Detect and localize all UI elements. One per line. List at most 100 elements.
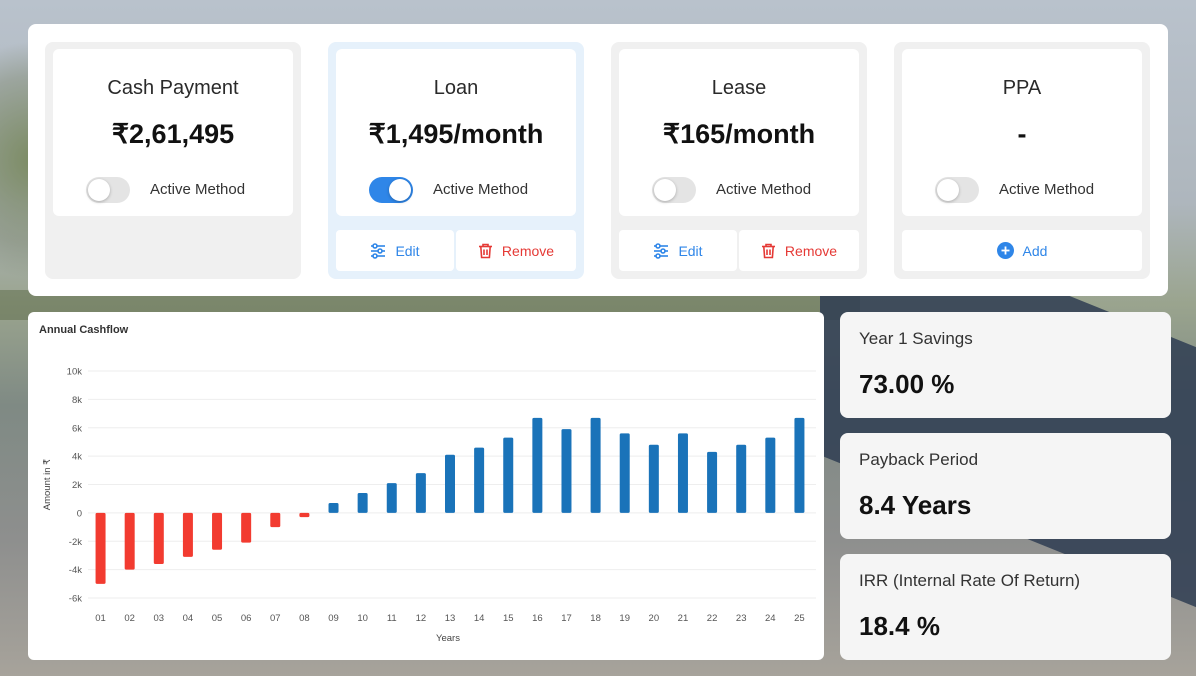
x-tick-label: 03 xyxy=(154,613,165,624)
stat-irr: IRR (Internal Rate Of Return) 18.4 % xyxy=(840,554,1171,660)
trash-icon xyxy=(761,243,776,259)
x-tick-label: 07 xyxy=(270,613,281,624)
chart-bar xyxy=(357,493,368,513)
y-tick-label: 8k xyxy=(72,395,82,406)
chart-bar xyxy=(212,512,223,550)
stat-label: Payback Period xyxy=(859,450,979,469)
method-actions: Edit Remove xyxy=(619,230,859,271)
stat-label: Year 1 Savings xyxy=(859,329,973,348)
method-card: Loan ₹1,495/month Active Method xyxy=(336,49,576,216)
edit-label: Edit xyxy=(678,242,703,259)
x-tick-label: 10 xyxy=(357,613,368,624)
chart-bar xyxy=(328,502,339,513)
x-tick-label: 19 xyxy=(619,613,630,624)
remove-button[interactable]: Remove xyxy=(739,230,859,271)
chart-bar xyxy=(532,417,543,513)
x-tick-label: 09 xyxy=(328,613,339,624)
chart-canvas: 10k 8k 6k 4k 2k 0 -2k -4k -6k 01 02 03 04 05 06 07 08 09 1… xyxy=(42,367,816,644)
x-tick-label: 06 xyxy=(241,613,252,624)
x-tick-label: 05 xyxy=(212,613,223,624)
toggle-knob xyxy=(389,179,411,201)
active-method-toggle[interactable] xyxy=(369,177,413,203)
chart-bar xyxy=(736,444,747,513)
sliders-icon xyxy=(653,242,669,259)
method-cash-payment: Cash Payment ₹2,61,495 Active Method xyxy=(45,42,301,279)
sliders-icon xyxy=(370,242,386,259)
method-actions: Edit Remove xyxy=(336,230,576,271)
x-axis-label: Years xyxy=(436,633,460,644)
active-method-toggle[interactable] xyxy=(86,177,130,203)
x-tick-label: 02 xyxy=(124,613,135,624)
edit-label: Edit xyxy=(395,242,420,259)
chart-bar xyxy=(794,417,805,513)
chart-bar xyxy=(765,437,776,513)
chart-bar xyxy=(619,433,630,513)
toggle-knob xyxy=(937,179,959,201)
active-method-toggle[interactable] xyxy=(935,177,979,203)
x-tick-label: 21 xyxy=(678,613,689,624)
x-tick-label: 12 xyxy=(416,613,427,624)
y-tick-label: 10k xyxy=(67,367,83,378)
chart-bar xyxy=(707,451,718,513)
x-tick-label: 11 xyxy=(387,613,397,624)
remove-label: Remove xyxy=(501,242,555,259)
active-method-toggle[interactable] xyxy=(652,177,696,203)
edit-button[interactable]: Edit xyxy=(336,230,454,271)
x-tick-label: 15 xyxy=(503,613,514,624)
method-price: ₹165/month xyxy=(662,119,816,149)
toggle-knob xyxy=(654,179,676,201)
method-title: Lease xyxy=(711,77,767,99)
add-label: Add xyxy=(1022,242,1048,259)
chart-bar xyxy=(503,437,514,513)
chart-bar xyxy=(95,512,106,584)
method-price: - xyxy=(1017,119,1027,149)
x-tick-label: 17 xyxy=(561,613,572,624)
chart-bar xyxy=(241,512,252,543)
method-price: ₹2,61,495 xyxy=(111,119,235,149)
x-tick-label: 14 xyxy=(474,613,485,624)
chart-bar xyxy=(677,433,688,513)
stat-value: 73.00 % xyxy=(859,369,955,399)
chart-bar xyxy=(445,454,455,513)
active-method-row: Active Method xyxy=(336,177,576,203)
chart-bar xyxy=(270,512,281,528)
payment-methods-panel: Cash Payment ₹2,61,495 Active Method Loa… xyxy=(28,24,1168,296)
x-tick-label: 20 xyxy=(649,613,660,624)
stat-year1-savings: Year 1 Savings 73.00 % xyxy=(840,312,1171,418)
toggle-knob xyxy=(88,179,110,201)
trash-icon xyxy=(478,243,493,259)
chart-bar xyxy=(299,512,310,518)
add-button[interactable]: Add xyxy=(902,230,1142,271)
x-tick-label: 25 xyxy=(794,613,805,624)
y-tick-label: 0 xyxy=(77,508,82,519)
stat-value: 8.4 Years xyxy=(859,490,972,520)
annual-cashflow-chart: Annual Cashflow 10k 8k 6k 4k 2k 0 -2k -4k -6k 01 0… xyxy=(28,312,824,660)
active-method-row: Active Method xyxy=(902,177,1142,203)
stat-label: IRR (Internal Rate Of Return) xyxy=(859,571,1081,590)
method-card: Lease ₹165/month Active Method xyxy=(619,49,859,216)
stat-value: 18.4 % xyxy=(859,611,940,641)
method-loan: Loan ₹1,495/month Active Method Edit Rem… xyxy=(328,42,584,279)
chart-bar xyxy=(153,512,164,564)
y-tick-label: 6k xyxy=(72,423,82,434)
chart-bar xyxy=(474,447,485,513)
y-axis-label: Amount in ₹ xyxy=(42,459,53,510)
method-title: Cash Payment xyxy=(107,77,239,99)
x-tick-label: 23 xyxy=(736,613,747,624)
y-tick-label: 2k xyxy=(72,480,82,491)
active-method-label: Active Method xyxy=(999,181,1095,198)
edit-button[interactable]: Edit xyxy=(619,230,737,271)
remove-label: Remove xyxy=(784,242,838,259)
method-card: PPA - Active Method xyxy=(902,49,1142,216)
method-card: Cash Payment ₹2,61,495 Active Method xyxy=(53,49,293,216)
plus-circle-icon xyxy=(996,242,1014,259)
chart-bar xyxy=(648,444,659,513)
chart-bar xyxy=(386,483,397,513)
y-tick-label: -4k xyxy=(69,565,82,576)
remove-button[interactable]: Remove xyxy=(456,230,576,271)
y-tick-label: -6k xyxy=(69,594,82,605)
method-actions: Add xyxy=(902,230,1142,271)
chart-title: Annual Cashflow xyxy=(39,324,129,336)
chart-bar xyxy=(182,512,193,557)
x-tick-label: 16 xyxy=(532,613,543,624)
